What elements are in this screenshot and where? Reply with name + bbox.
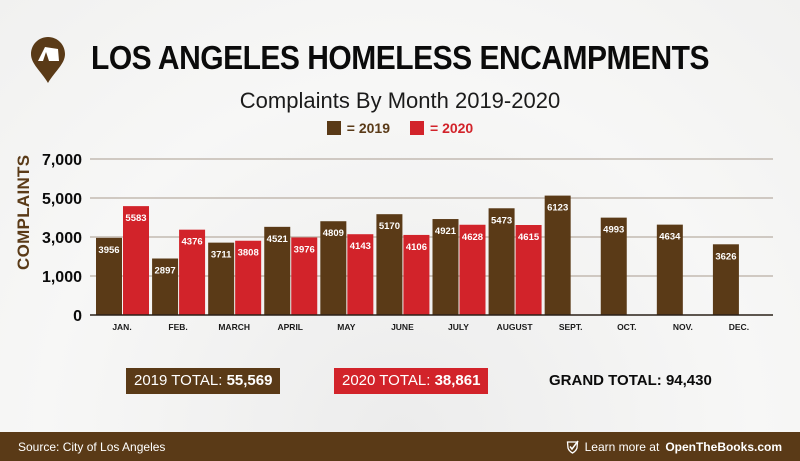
learn-more-link[interactable]: Learn more at OpenTheBooks.com [566, 440, 782, 454]
bar-value-label: 4628 [462, 232, 483, 243]
grand-total-label: GRAND TOTAL: [549, 372, 662, 389]
y-tick-label: 1,000 [42, 269, 82, 286]
bar-2019-august [488, 208, 515, 315]
bar-2020-jan [123, 206, 149, 315]
total-2019-value: 55,569 [226, 372, 273, 389]
y-tick-label: 0 [73, 308, 82, 325]
grand-total-value: 94,430 [665, 372, 712, 389]
bar-value-label: 3626 [715, 251, 736, 262]
total-2019-badge: 2019 TOTAL: 55,569 [126, 368, 281, 394]
bar-value-label: 4521 [267, 234, 289, 245]
source-text: Source: City of Los Angeles [18, 440, 166, 454]
bar-2019-oct [600, 217, 627, 315]
footer: Source: City of Los Angeles Learn more a… [0, 432, 800, 461]
bar-2019-nov [656, 224, 683, 315]
legend-item-2020: = 2020 [410, 120, 473, 136]
y-tick-label: 7,000 [42, 152, 82, 169]
x-tick-label: MARCH [218, 322, 250, 332]
total-2020-label: 2020 TOTAL: [342, 372, 431, 389]
shield-check-icon [566, 440, 579, 454]
bar-2019-sept [544, 195, 571, 315]
learn-more-site: OpenTheBooks.com [665, 440, 782, 454]
bar-2020-april [291, 237, 318, 315]
x-tick-label: OCT. [617, 322, 636, 332]
x-tick-label: JUNE [391, 322, 414, 332]
bar-2020-may [347, 234, 374, 315]
bar-value-label: 2897 [155, 266, 176, 277]
page-title: LOS ANGELES HOMELESS ENCAMPMENTS [91, 40, 709, 77]
bar-value-label: 5583 [125, 213, 146, 224]
bar-value-label: 3956 [98, 245, 119, 256]
tent-location-pin-icon [31, 37, 65, 83]
x-tick-label: AUGUST [497, 322, 534, 332]
bar-2019-april [264, 226, 291, 315]
x-tick-label: JAN. [112, 322, 131, 332]
x-tick-label: NOV. [673, 322, 693, 332]
bar-value-label: 4615 [518, 232, 540, 243]
y-tick-label: 3,000 [42, 230, 82, 247]
x-tick-label: FEB. [168, 322, 187, 332]
bar-2020-march [235, 240, 262, 315]
bar-value-label: 5170 [379, 221, 400, 232]
legend-swatch-2020 [410, 121, 424, 135]
bar-2020-june [403, 234, 430, 315]
total-2020-value: 38,861 [434, 372, 481, 389]
page-subtitle: Complaints By Month 2019-2020 [239, 88, 561, 113]
bar-value-label: 3808 [238, 248, 259, 259]
learn-more-prefix: Learn more at [584, 440, 660, 454]
x-tick-label: SEPT. [559, 322, 583, 332]
bar-value-label: 4143 [350, 241, 371, 252]
bar-2019-feb [152, 258, 179, 315]
bar-value-label: 4993 [603, 225, 624, 236]
bar-value-label: 4809 [323, 228, 344, 239]
legend-label-2020: = 2020 [430, 120, 474, 136]
bar-2019-may [320, 221, 347, 315]
bar-2019-june [376, 214, 403, 315]
x-tick-label: JULY [448, 322, 469, 332]
total-2019-label: 2019 TOTAL: [134, 372, 223, 389]
total-2020-badge: 2020 TOTAL: 38,861 [334, 368, 489, 394]
legend-swatch-2019 [326, 121, 341, 135]
bar-value-label: 6123 [547, 203, 568, 214]
bar-2020-july [459, 224, 486, 315]
legend-item-2019: = 2019 [326, 120, 390, 136]
bar-2019-dec [712, 244, 739, 315]
bar-value-label: 4921 [435, 226, 457, 237]
bar-value-label: 4376 [182, 237, 203, 248]
y-tick-label: 5,000 [42, 191, 82, 208]
x-tick-label: APRIL [278, 322, 304, 332]
bar-2020-feb [179, 229, 206, 315]
bar-value-label: 4106 [406, 242, 427, 253]
x-tick-label: DEC. [729, 322, 749, 332]
bar-2019-july [432, 219, 459, 315]
grand-total: GRAND TOTAL: 94,430 [549, 368, 712, 394]
bar-value-label: 3976 [294, 244, 315, 255]
bar-2019-march [208, 242, 235, 315]
x-tick-label: MAY [337, 322, 355, 332]
bar-2019-jan [96, 237, 122, 315]
bar-2020-august [515, 225, 542, 315]
legend-label-2019: = 2019 [346, 120, 390, 136]
bar-value-label: 3711 [211, 250, 232, 261]
legend: = 2019 = 2020 [0, 120, 800, 136]
bar-value-label: 5473 [491, 215, 512, 226]
bar-value-label: 4634 [659, 232, 681, 243]
